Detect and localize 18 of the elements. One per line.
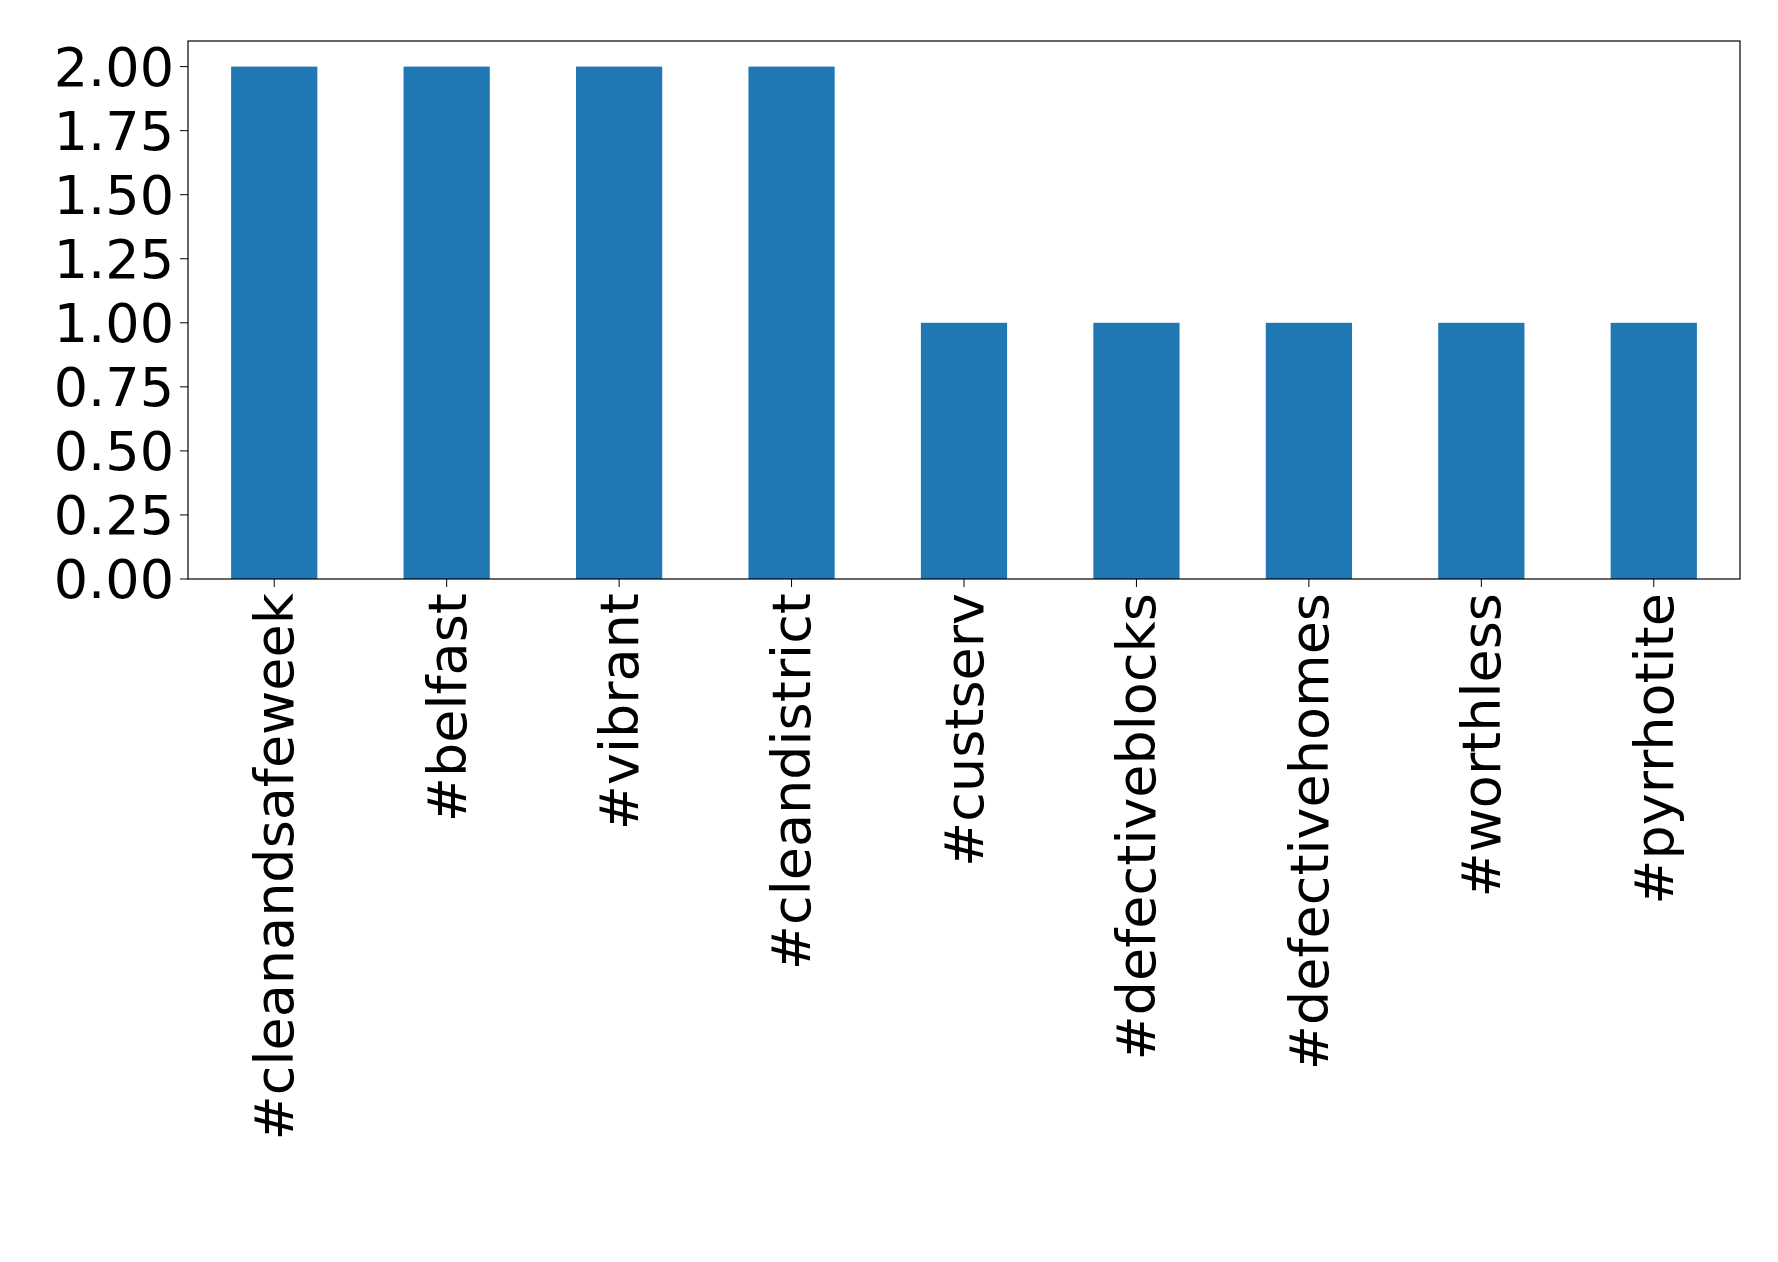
y-tick-label: 0.75 <box>53 355 174 419</box>
y-tick-label: 2.00 <box>53 35 174 99</box>
y-tick-label: 1.25 <box>53 227 174 291</box>
x-tick-label: #cleanandsafeweek <box>243 592 307 1141</box>
x-tick-label: #pyrrhotite <box>1622 593 1686 905</box>
x-tick-label: #belfast <box>415 593 479 823</box>
x-tick-label: #custserv <box>932 593 996 867</box>
y-tick-label: 1.75 <box>53 99 174 163</box>
y-tick-label: 0.00 <box>53 547 174 611</box>
y-tick-label: 1.50 <box>53 163 174 227</box>
x-tick-label: #defectivehomes <box>1277 593 1341 1071</box>
x-tick-label: #cleandistrict <box>760 593 824 971</box>
y-tick-label: 1.00 <box>53 291 174 355</box>
x-tick-label: #vibrant <box>588 593 652 831</box>
x-tick-label: #defectiveblocks <box>1105 593 1169 1061</box>
y-tick-label: 0.25 <box>53 483 174 547</box>
y-tick-label: 0.50 <box>53 419 174 483</box>
x-tick-label: #worthless <box>1450 593 1514 898</box>
